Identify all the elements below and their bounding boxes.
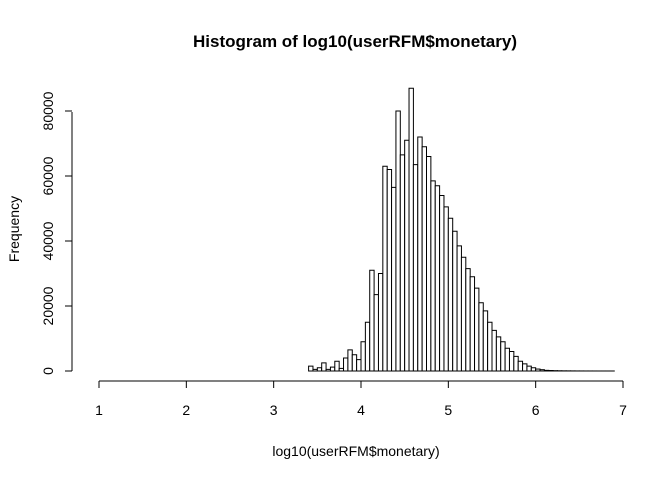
bars-group — [308, 87, 615, 372]
histogram-bar — [386, 169, 393, 372]
histogram-bar — [360, 341, 366, 372]
histogram-bar — [443, 206, 449, 372]
x-tick-label: 7 — [619, 402, 627, 418]
x-tick-label: 2 — [182, 402, 190, 418]
histogram-bar — [412, 164, 419, 372]
histogram-bar — [447, 217, 454, 372]
histogram-bar — [482, 310, 489, 372]
histogram-bar — [364, 321, 371, 372]
histogram-bar — [539, 369, 545, 372]
histogram-bar — [343, 357, 349, 372]
y-ticks-group: 0 20000 40000 60000 80000 — [40, 91, 72, 375]
histogram-bar — [373, 294, 379, 372]
y-tick-label: 60000 — [40, 156, 56, 195]
histogram-bar — [526, 365, 532, 372]
x-tick-label: 4 — [357, 402, 365, 418]
x-tick-label: 3 — [270, 402, 278, 418]
histogram-bar — [321, 362, 327, 372]
histogram-bar — [452, 230, 458, 372]
histogram-bar — [395, 110, 401, 372]
y-tick-label: 20000 — [40, 286, 56, 325]
histogram-bar — [469, 276, 476, 372]
histogram-bar — [491, 329, 497, 372]
histogram-bar — [456, 245, 462, 372]
histogram-bar — [421, 146, 428, 372]
histogram-bar — [369, 269, 375, 372]
histogram-bar — [399, 154, 406, 372]
histogram-bar — [465, 268, 471, 372]
x-tick-label: 6 — [532, 402, 540, 418]
histogram-bar — [312, 368, 318, 372]
histogram-bar — [495, 336, 502, 372]
histogram-bar — [504, 347, 510, 372]
histogram-bar — [439, 195, 445, 372]
histogram-bar — [316, 367, 323, 372]
histogram-bar — [329, 366, 336, 372]
histogram-bar — [356, 359, 362, 372]
histogram-bar — [543, 369, 550, 372]
histogram-bar — [417, 136, 423, 372]
histogram-bar — [377, 273, 384, 372]
histogram-bar — [351, 354, 358, 372]
histogram-bar — [522, 363, 528, 372]
histogram-bar — [508, 351, 515, 372]
x-ticks-group: 1 2 3 4 5 6 7 — [95, 381, 627, 418]
histogram-bar — [404, 139, 410, 372]
histogram-bar — [460, 256, 467, 372]
histogram-bar — [308, 365, 314, 372]
x-axis-label: log10(userRFM$monetary) — [272, 443, 439, 459]
histogram-bar — [391, 186, 397, 372]
histogram-bar — [430, 180, 436, 372]
histogram-bar — [535, 368, 541, 372]
x-tick-label: 1 — [95, 402, 103, 418]
histogram-bar — [347, 349, 353, 372]
histogram-bar — [530, 367, 537, 372]
histogram-bar — [338, 367, 345, 372]
histogram-bar — [513, 355, 519, 372]
histogram-bar — [474, 287, 480, 372]
histogram-bar — [517, 360, 524, 372]
histogram-bar — [408, 87, 414, 372]
x-tick-label: 5 — [444, 402, 452, 418]
y-tick-label: 80000 — [40, 91, 56, 130]
y-axis-label: Frequency — [6, 196, 22, 262]
histogram-bar — [478, 302, 484, 372]
histogram-bar — [500, 341, 506, 372]
chart-title: Histogram of log10(userRFM$monetary) — [193, 32, 517, 51]
histogram-bar — [334, 360, 340, 372]
histogram-bar — [426, 156, 432, 372]
histogram-bar — [325, 368, 331, 372]
y-tick-label: 40000 — [40, 221, 56, 260]
y-tick-label: 0 — [40, 367, 56, 375]
histogram-bar — [434, 185, 441, 372]
histogram-bar — [382, 165, 388, 372]
histogram-bar — [487, 321, 493, 372]
